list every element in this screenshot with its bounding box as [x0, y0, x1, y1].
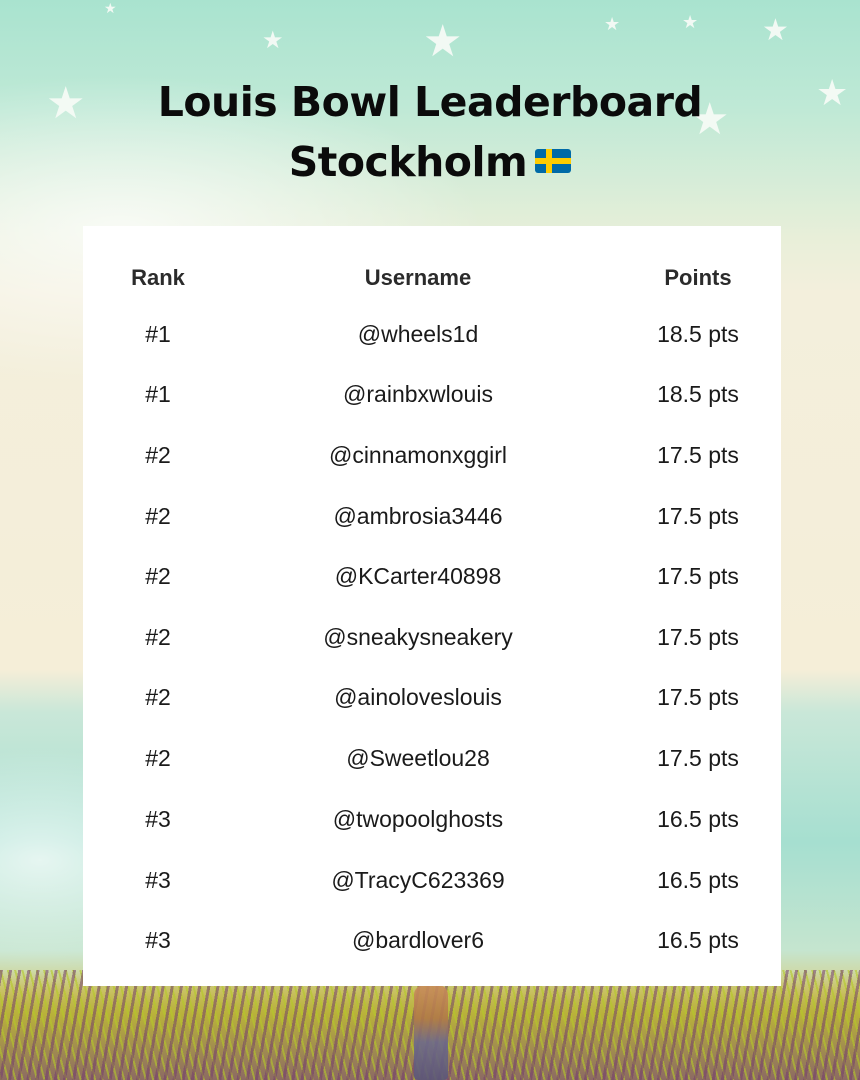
- points-cell: 17.5 pts: [657, 684, 739, 710]
- points-cell: 17.5 pts: [657, 442, 739, 468]
- star-icon: ★: [604, 14, 621, 35]
- star-icon: ★: [104, 1, 117, 17]
- star-icon: ★: [262, 26, 284, 54]
- page-title: Louis Bowl Leaderboard: [157, 78, 703, 126]
- rank-cell: #3: [145, 927, 171, 953]
- table-row: #2 @sneakysneakery 17.5 pts: [83, 617, 781, 657]
- rank-cell: #3: [145, 867, 171, 893]
- table-row: #2 @Sweetlou28 17.5 pts: [83, 738, 781, 778]
- rank-cell: #1: [145, 381, 171, 407]
- rank-cell: #3: [145, 806, 171, 832]
- rank-cell: #2: [145, 745, 171, 771]
- sweden-flag-icon: [535, 149, 572, 173]
- table-row: #2 @KCarter40898 17.5 pts: [83, 556, 781, 596]
- points-cell: 18.5 pts: [657, 381, 739, 407]
- rank-cell: #2: [145, 624, 171, 650]
- username-cell: @Sweetlou28: [346, 745, 490, 771]
- table-row: #1 @wheels1d 18.5 pts: [83, 314, 781, 354]
- username-cell: @ambrosia3446: [333, 503, 503, 529]
- username-cell: @TracyC623369: [331, 867, 505, 893]
- table-row: #3 @bardlover6 16.5 pts: [83, 920, 781, 960]
- username-cell: @wheels1d: [357, 321, 479, 347]
- username-cell: @cinnamonxggirl: [328, 442, 508, 468]
- points-cell: 17.5 pts: [657, 503, 739, 529]
- points-cell: 16.5 pts: [657, 867, 739, 893]
- username-cell: @twopoolghosts: [332, 806, 504, 832]
- star-icon: ★: [762, 13, 789, 48]
- username-cell: @KCarter40898: [334, 563, 502, 589]
- table-row: #3 @TracyC623369 16.5 pts: [83, 860, 781, 900]
- points-header: Points: [664, 265, 732, 290]
- star-icon: ★: [816, 73, 849, 114]
- table-row: #2 @ainoloveslouis 17.5 pts: [83, 677, 781, 717]
- rank-cell: #2: [145, 503, 171, 529]
- page-subtitle: Stockholm: [0, 138, 860, 186]
- star-icon: ★: [690, 94, 730, 145]
- table-row: #1 @rainbxwlouis 18.5 pts: [83, 374, 781, 414]
- table-row: #2 @ambrosia3446 17.5 pts: [83, 496, 781, 536]
- table-row: #2 @cinnamonxggirl 17.5 pts: [83, 435, 781, 475]
- table-header: Rank Username Points: [83, 258, 781, 298]
- username-cell: @rainbxwlouis: [343, 381, 493, 407]
- leaderboard-table: Rank Username Points #1 @wheels1d 18.5 pts…: [83, 226, 781, 986]
- star-icon: ★: [682, 12, 699, 33]
- star-icon: ★: [46, 78, 86, 129]
- person-figure: [414, 985, 448, 1080]
- star-icon: ★: [423, 16, 463, 67]
- rank-header: Rank: [131, 265, 185, 290]
- points-cell: 18.5 pts: [657, 321, 739, 347]
- points-cell: 16.5 pts: [657, 806, 739, 832]
- points-cell: 16.5 pts: [657, 927, 739, 953]
- username-header: Username: [364, 265, 472, 290]
- rank-cell: #2: [145, 684, 171, 710]
- rank-cell: #1: [145, 321, 171, 347]
- username-cell: @sneakysneakery: [323, 624, 513, 650]
- points-cell: 17.5 pts: [657, 563, 739, 589]
- rank-cell: #2: [145, 563, 171, 589]
- points-cell: 17.5 pts: [657, 745, 739, 771]
- points-cell: 17.5 pts: [657, 624, 739, 650]
- username-cell: @ainoloveslouis: [334, 684, 502, 710]
- rank-cell: #2: [145, 442, 171, 468]
- table-row: #3 @twopoolghosts 16.5 pts: [83, 799, 781, 839]
- username-cell: @bardlover6: [351, 927, 485, 953]
